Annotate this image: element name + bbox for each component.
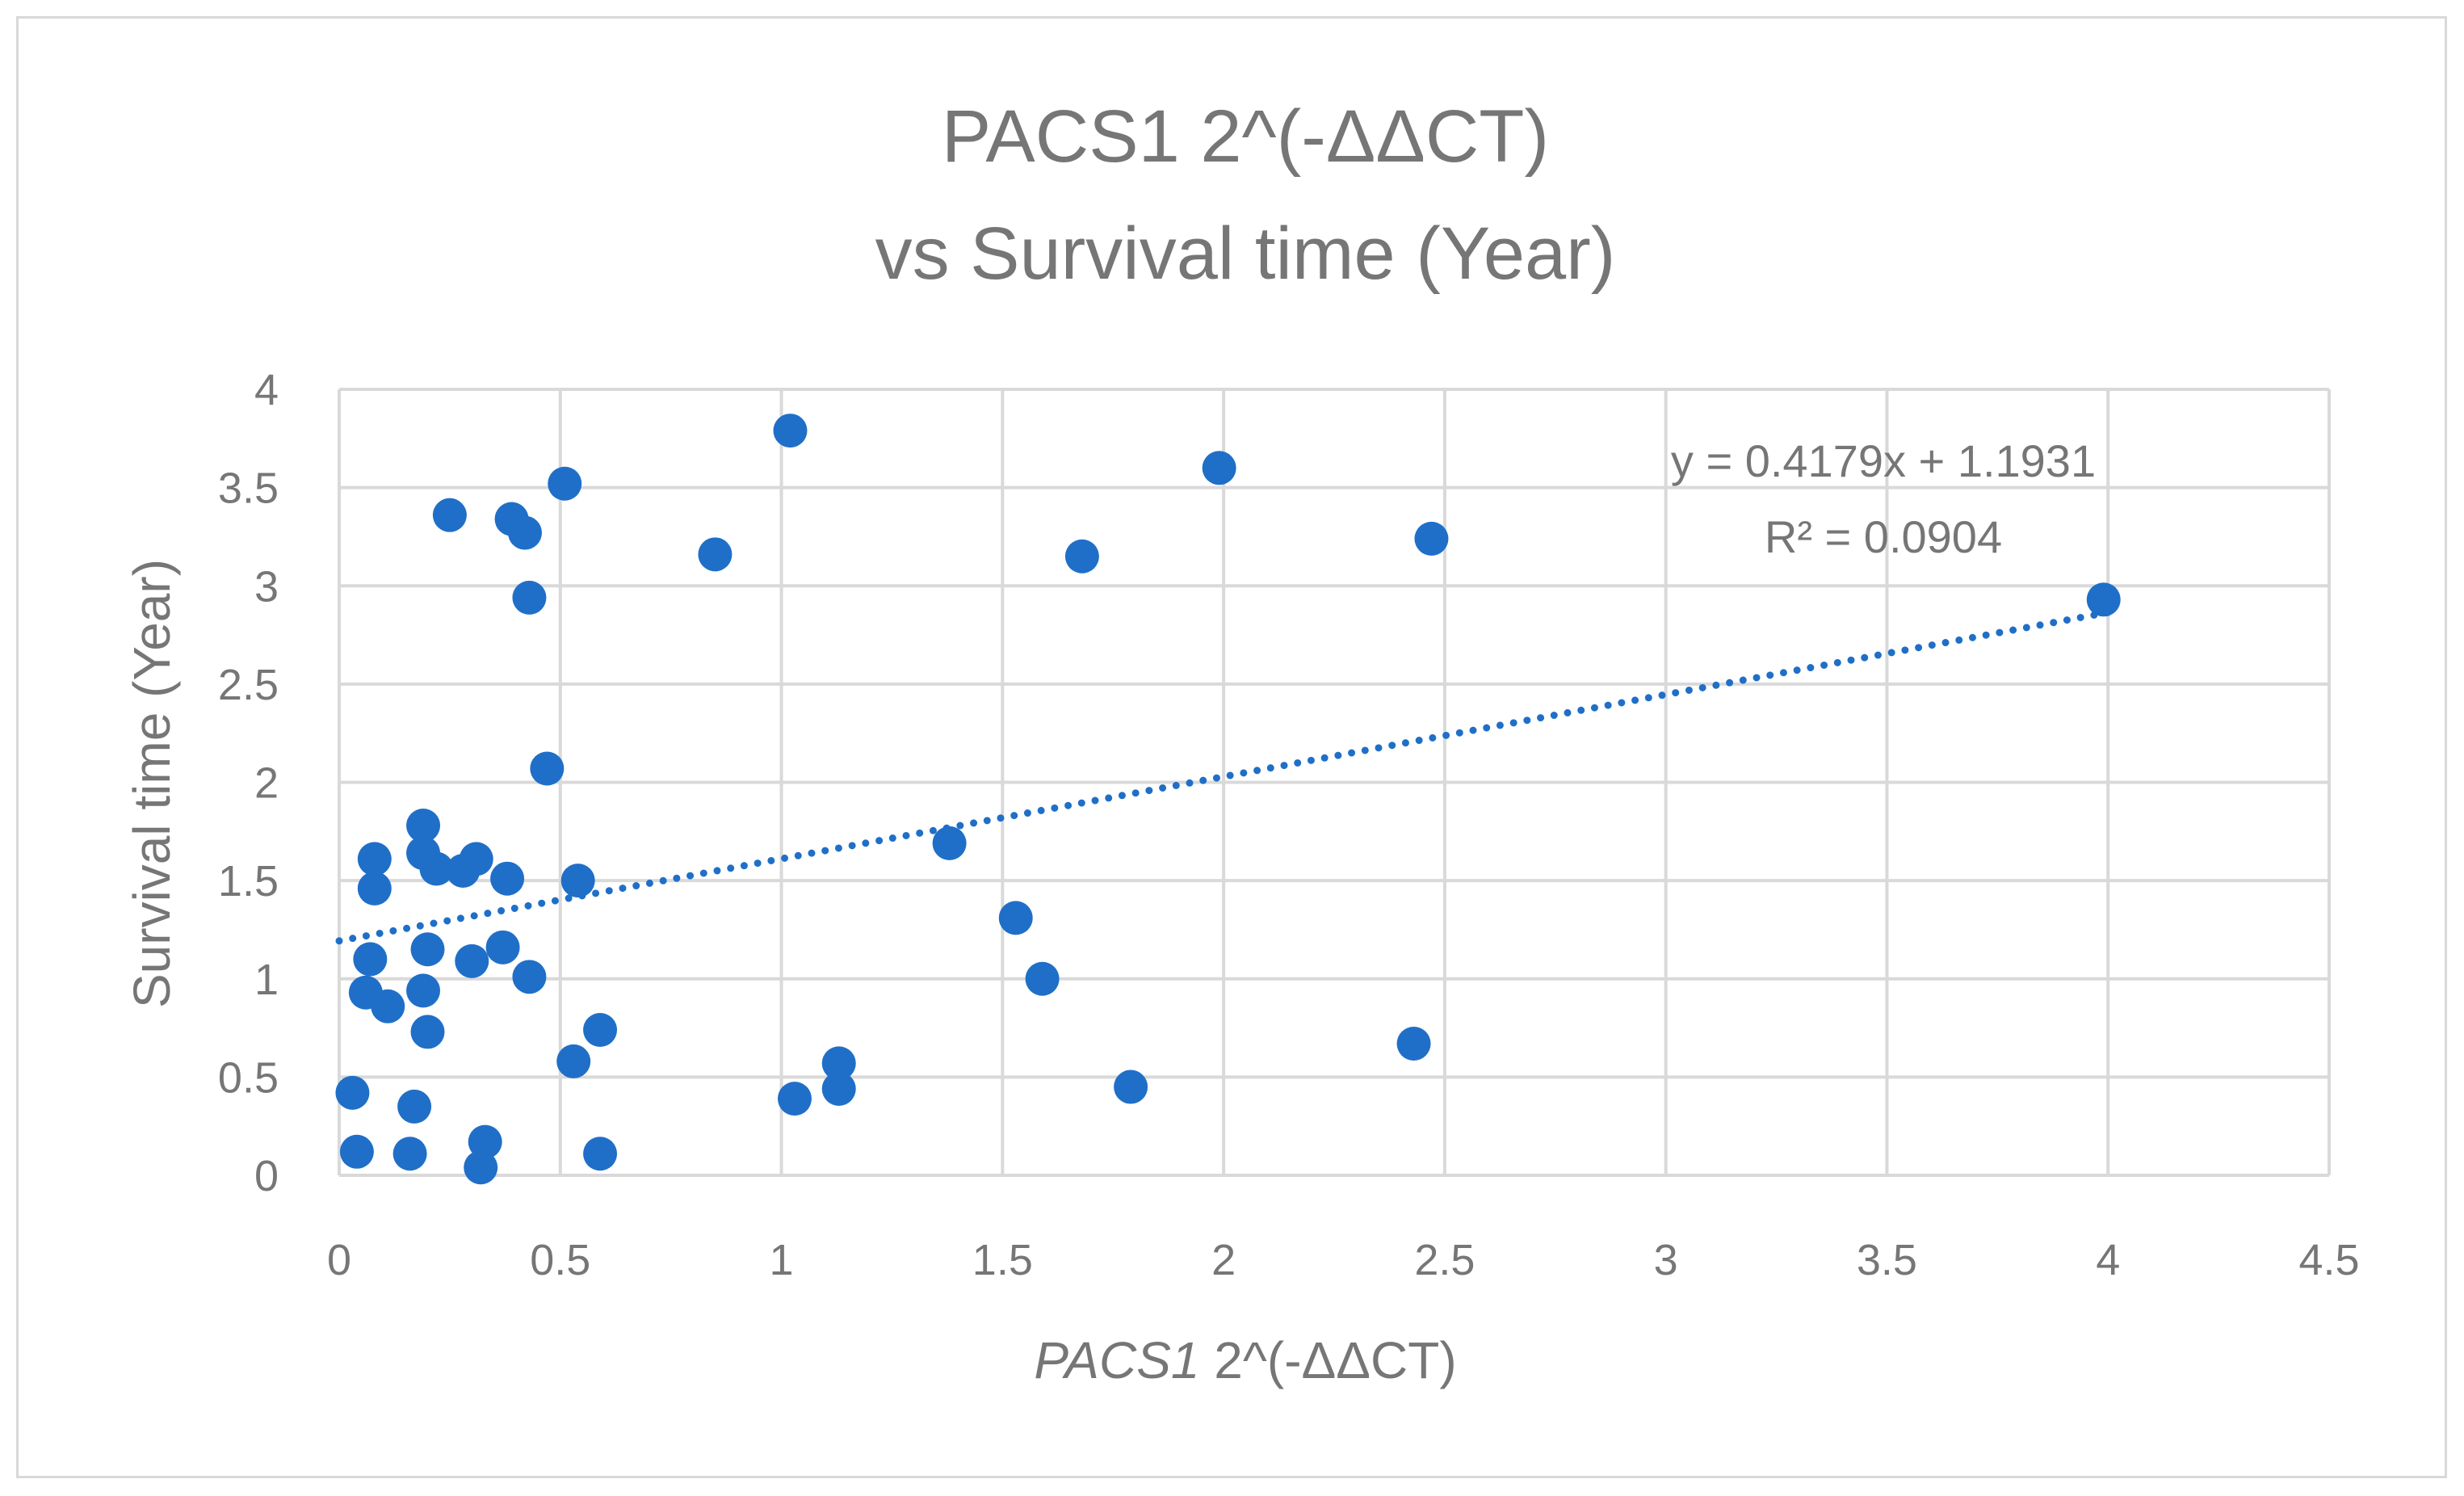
data-point — [490, 861, 525, 896]
data-point — [419, 851, 454, 886]
y-tick-label: 3.5 — [218, 464, 279, 513]
chart-title-line-1: PACS1 2^(-ΔΔCT) — [942, 95, 1549, 178]
data-point — [392, 1137, 427, 1171]
data-point — [512, 960, 547, 994]
data-point — [583, 1137, 618, 1171]
data-point — [339, 1134, 374, 1169]
data-point — [507, 515, 542, 550]
chart-title-line-2: vs Survival time (Year) — [875, 212, 1616, 295]
x-axis-label: PACS1 2^(-ΔΔCT) — [1034, 1331, 1456, 1389]
x-tick-label: 4.5 — [2298, 1236, 2359, 1284]
data-point — [773, 414, 808, 448]
y-tick-label: 0.5 — [218, 1053, 279, 1102]
trendline-group — [335, 608, 2112, 945]
y-tick-label: 2 — [254, 759, 279, 808]
data-point — [371, 989, 405, 1023]
data-point — [512, 580, 547, 615]
chart-frame — [16, 16, 2447, 1478]
x-tick-label: 1 — [770, 1236, 794, 1284]
data-point — [485, 930, 520, 964]
data-point — [560, 864, 595, 898]
data-point — [2086, 582, 2121, 617]
x-tick-label: 4 — [2096, 1236, 2120, 1284]
y-tick-label: 0 — [254, 1152, 279, 1200]
y-tick-label: 4 — [254, 366, 279, 414]
data-point — [353, 942, 388, 977]
data-point — [357, 842, 392, 876]
data-point — [932, 826, 967, 860]
data-point — [1414, 521, 1449, 556]
data-point — [1064, 539, 1099, 574]
data-point — [998, 901, 1033, 935]
y-tick-label: 1 — [254, 956, 279, 1004]
y-tick-label: 3 — [254, 562, 279, 611]
data-point — [406, 973, 441, 1008]
x-axis-label-gene: PACS1 — [1034, 1331, 1199, 1389]
data-point — [455, 943, 489, 978]
x-axis-label-rest: 2^(-ΔΔCT) — [1199, 1331, 1456, 1389]
x-tick-label: 0.5 — [530, 1236, 590, 1284]
trendline — [335, 608, 2112, 945]
data-point — [1025, 961, 1060, 996]
x-tick-label: 0 — [327, 1236, 351, 1284]
data-point — [459, 842, 493, 876]
data-point — [410, 932, 445, 967]
y-tick-label: 2.5 — [218, 661, 279, 709]
data-point — [335, 1075, 370, 1110]
data-point — [410, 1015, 445, 1049]
x-tick-label: 1.5 — [972, 1236, 1033, 1284]
trendline-r-squared: R² = 0.0904 — [1765, 511, 2002, 562]
x-tick-label: 3 — [1654, 1236, 1678, 1284]
data-point — [468, 1124, 502, 1159]
tick-labels: 0 0.5 1 1.5 2 2.5 3 3.5 4 4.5 0 0.5 1 1.5 2 2.5 3 3.5 4 — [218, 366, 2360, 1284]
data-point — [530, 751, 565, 786]
data-point — [1202, 451, 1236, 485]
data-point — [397, 1089, 432, 1124]
data-point — [357, 871, 392, 906]
trendline-equation: y = 0.4179x + 1.1931 — [1671, 435, 2096, 486]
data-point — [464, 1150, 498, 1185]
data-point — [583, 1012, 618, 1047]
data-point — [548, 466, 582, 501]
x-tick-label: 2 — [1211, 1236, 1236, 1284]
data-point — [556, 1044, 591, 1078]
y-axis-label: Survival time (Year) — [123, 559, 181, 1008]
data-point — [1114, 1069, 1148, 1104]
grid-lines — [338, 388, 2331, 1177]
x-tick-label: 2.5 — [1414, 1236, 1475, 1284]
data-point — [698, 537, 732, 572]
x-tick-label: 3.5 — [1857, 1236, 1917, 1284]
data-point — [1396, 1027, 1431, 1061]
y-tick-label: 1.5 — [218, 857, 279, 906]
data-point — [406, 809, 441, 843]
data-point — [821, 1046, 856, 1081]
data-point — [777, 1082, 812, 1116]
data-point — [821, 1071, 856, 1106]
data-points — [335, 414, 2121, 1185]
data-point — [432, 498, 467, 532]
